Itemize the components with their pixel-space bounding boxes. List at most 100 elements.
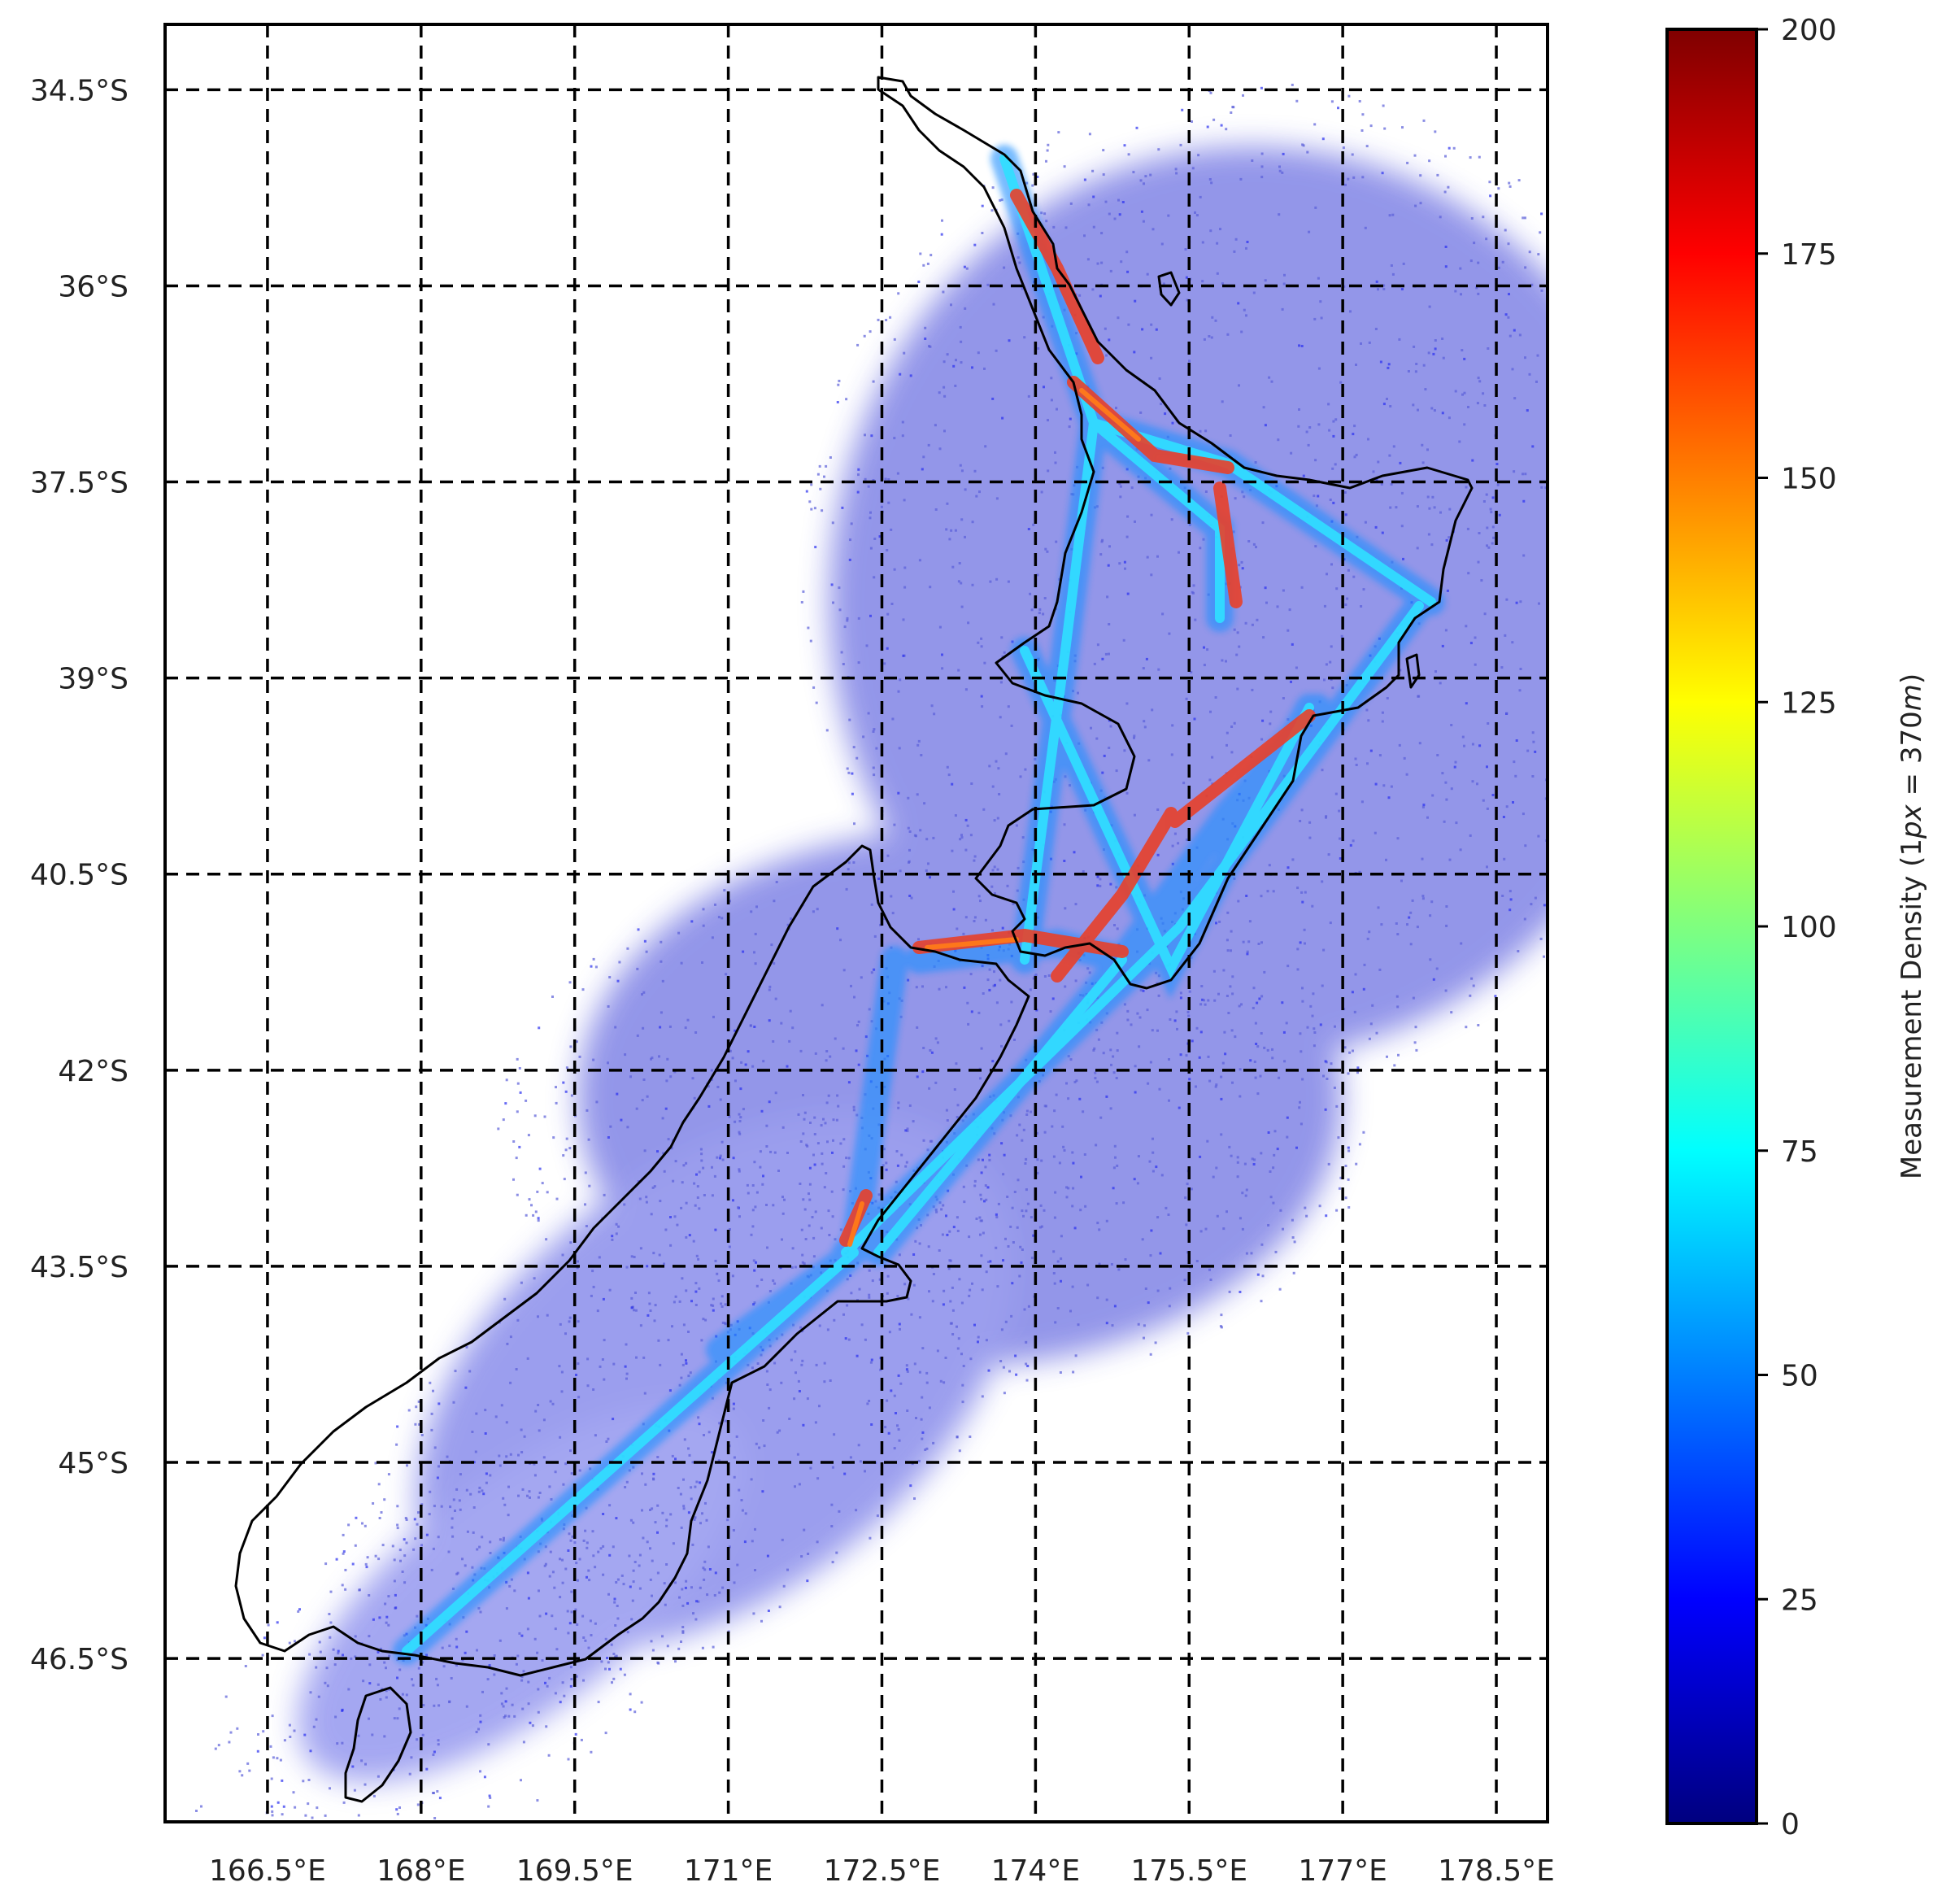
- density-point: [1276, 605, 1279, 608]
- density-point: [1176, 1027, 1178, 1030]
- density-point: [903, 566, 907, 569]
- density-point: [942, 1303, 945, 1306]
- density-point: [814, 1421, 817, 1424]
- density-point: [398, 1707, 401, 1710]
- density-point: [1025, 1379, 1029, 1382]
- density-point: [1282, 589, 1285, 592]
- density-point: [1068, 425, 1071, 429]
- density-point: [943, 1381, 946, 1384]
- density-point: [1491, 542, 1494, 545]
- density-point: [994, 983, 996, 987]
- density-point: [996, 1285, 999, 1288]
- density-point: [701, 1512, 703, 1515]
- density-point: [1245, 1188, 1248, 1192]
- density-point: [1240, 1003, 1243, 1006]
- density-point: [1186, 1183, 1189, 1186]
- density-point: [1078, 1097, 1082, 1100]
- density-point: [518, 1145, 521, 1148]
- density-point: [1244, 1194, 1247, 1197]
- density-point: [997, 767, 1000, 770]
- density-point: [538, 1492, 542, 1494]
- density-point: [1355, 764, 1358, 766]
- density-point: [1042, 612, 1045, 616]
- density-point: [838, 379, 841, 382]
- density-point: [701, 1646, 704, 1649]
- density-point: [945, 1214, 947, 1218]
- density-point: [1122, 1201, 1125, 1205]
- density-point: [924, 1449, 927, 1451]
- density-point: [1333, 1087, 1336, 1089]
- density-point: [1253, 1061, 1256, 1063]
- density-point: [707, 1545, 710, 1549]
- colorbar-tick-label: 125: [1781, 686, 1837, 720]
- density-point: [542, 1456, 546, 1459]
- density-point: [707, 1104, 711, 1108]
- density-point: [713, 1594, 716, 1597]
- density-point: [1113, 1144, 1117, 1148]
- density-point: [561, 1581, 564, 1584]
- density-point: [766, 1246, 768, 1249]
- density-point: [511, 1703, 514, 1706]
- density-point: [1211, 756, 1214, 759]
- density-point: [455, 1572, 459, 1575]
- density-point: [377, 1483, 381, 1486]
- density-point: [1170, 518, 1173, 521]
- density-point: [847, 861, 851, 865]
- density-point: [729, 1049, 732, 1052]
- density-point: [694, 1485, 697, 1488]
- density-point: [763, 1444, 766, 1448]
- density-point: [753, 1269, 756, 1272]
- density-point: [1025, 1362, 1028, 1366]
- density-point: [906, 1129, 909, 1132]
- density-point: [518, 1632, 521, 1635]
- density-point: [1504, 634, 1507, 637]
- density-point: [257, 1733, 259, 1736]
- density-point: [1369, 124, 1373, 128]
- density-point: [910, 896, 913, 900]
- density-point: [1402, 262, 1405, 265]
- density-point: [383, 1498, 386, 1501]
- density-point: [878, 1278, 882, 1281]
- density-point: [934, 424, 937, 427]
- density-point: [902, 654, 905, 657]
- density-point: [378, 1616, 381, 1619]
- density-point: [519, 1091, 522, 1094]
- density-point: [405, 1541, 408, 1545]
- density-point: [982, 1158, 984, 1161]
- density-point: [732, 1199, 734, 1202]
- density-point: [1195, 214, 1199, 217]
- density-point: [1190, 1187, 1193, 1191]
- density-point: [508, 1584, 512, 1588]
- density-point: [754, 1205, 757, 1209]
- density-point: [1055, 1093, 1058, 1096]
- density-point: [1168, 1099, 1170, 1102]
- density-point: [537, 1496, 540, 1499]
- density-point: [807, 626, 810, 630]
- density-point: [1191, 1039, 1194, 1043]
- density-point: [922, 1047, 925, 1049]
- density-point: [751, 1184, 755, 1187]
- density-point: [1238, 645, 1241, 648]
- density-point: [956, 1216, 959, 1219]
- density-point: [1522, 216, 1525, 220]
- density-point: [750, 1478, 753, 1481]
- density-point: [1421, 805, 1425, 808]
- density-point: [1334, 1025, 1336, 1028]
- density-point: [661, 1117, 664, 1120]
- density-point: [703, 1578, 706, 1581]
- density-point: [1304, 1206, 1307, 1209]
- density-point: [538, 1167, 542, 1170]
- density-point: [777, 1170, 780, 1172]
- density-point: [357, 1734, 360, 1737]
- density-point: [1194, 211, 1196, 214]
- density-point: [693, 1182, 696, 1185]
- density-point: [1135, 126, 1138, 129]
- density-point: [1230, 949, 1232, 952]
- density-point: [1380, 923, 1383, 926]
- density-point: [860, 1323, 864, 1327]
- density-point: [1522, 499, 1526, 503]
- density-point: [1086, 1283, 1090, 1287]
- density-point: [1319, 1023, 1322, 1026]
- density-point: [1319, 300, 1322, 303]
- density-point: [1517, 950, 1520, 952]
